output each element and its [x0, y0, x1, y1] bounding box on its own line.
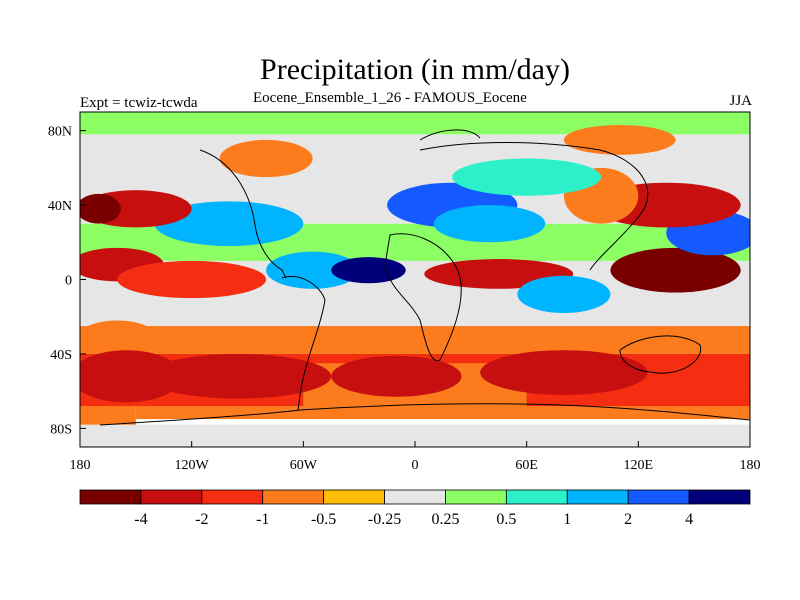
- colorbar-label: -4: [134, 511, 147, 528]
- lon-tick-label: 180: [740, 458, 761, 473]
- colorbar-label: -1: [256, 511, 269, 528]
- north-america-coast: [199, 149, 287, 279]
- colorbar-swatch: [688, 489, 751, 505]
- colorbar: -4 -2 -1 -0.5 -0.25 0.25 0.5 1 2 4: [79, 489, 751, 528]
- colorbar-swatch: [323, 489, 385, 505]
- field-anomaly: [80, 350, 183, 403]
- colorbar-label: 0.5: [496, 511, 516, 528]
- latitude-axis: 80N 40N 0 40S 80S: [48, 125, 86, 437]
- field-anomaly: [117, 260, 267, 299]
- lon-tick-label: 120W: [175, 458, 210, 473]
- lon-tick-label: 0: [412, 458, 419, 473]
- lat-tick-label: 80N: [48, 125, 72, 140]
- colorbar-swatch: [627, 489, 690, 505]
- colorbar-label: -0.25: [368, 511, 401, 528]
- experiment-label: Expt = tcwiz-tcwda: [80, 95, 198, 111]
- field-anomaly: [80, 193, 121, 224]
- field-band: [80, 112, 750, 135]
- field-anomaly: [517, 275, 611, 313]
- colorbar-label: 1: [563, 511, 571, 528]
- lon-tick-label: 60E: [515, 458, 538, 473]
- colorbar-label: -2: [195, 511, 208, 528]
- field-band: [80, 326, 750, 354]
- field-anomaly: [656, 359, 750, 405]
- field-anomaly: [433, 205, 546, 243]
- lat-tick-label: 0: [65, 274, 72, 289]
- field-anomaly: [452, 158, 602, 196]
- colorbar-swatch: [566, 489, 629, 505]
- greenland-coast: [419, 129, 481, 141]
- lon-tick-label: 120E: [624, 458, 654, 473]
- colorbar-swatch: [79, 489, 142, 505]
- eurasia-coast: [419, 142, 649, 271]
- field-anomaly: [331, 355, 462, 397]
- colorbar-label: 2: [624, 511, 632, 528]
- field-anomaly: [154, 201, 304, 247]
- precip-field: [80, 112, 750, 447]
- colorbar-swatch: [384, 489, 446, 505]
- field-anomaly: [480, 350, 648, 395]
- field-band: [80, 424, 750, 447]
- field-anomaly: [610, 247, 741, 293]
- africa-coast: [384, 233, 462, 362]
- lon-tick-label: 180: [70, 458, 91, 473]
- lat-tick-label: 40S: [50, 348, 72, 363]
- colorbar-swatch: [262, 489, 325, 505]
- coastlines: [99, 129, 750, 426]
- map-panel: [79, 111, 751, 448]
- colorbar-swatch: [201, 489, 264, 505]
- colorbar-label: 4: [685, 511, 693, 528]
- page-title: Precipitation (in mm/day): [260, 53, 570, 86]
- field-anomaly: [219, 139, 313, 178]
- field-anomaly: [145, 353, 332, 399]
- field-anomaly: [331, 257, 406, 284]
- field-anomaly: [266, 251, 360, 289]
- south-america-coast: [281, 276, 326, 411]
- season-label: JJA: [729, 93, 752, 109]
- longitude-axis: 180 120W 60W 0 60E 120E 180: [70, 441, 761, 473]
- antarctica-coast: [99, 403, 750, 426]
- lat-tick-label: 80S: [50, 422, 72, 437]
- colorbar-swatch: [445, 489, 507, 505]
- lon-tick-label: 60W: [290, 458, 318, 473]
- colorbar-label: 0.25: [431, 511, 459, 528]
- field-anomaly: [80, 320, 155, 351]
- colorbar-swatch: [505, 489, 568, 505]
- colorbar-swatch: [140, 489, 203, 505]
- lat-tick-label: 40N: [48, 199, 72, 214]
- australia-coast: [619, 335, 702, 374]
- colorbar-label: -0.5: [311, 511, 336, 528]
- subtitle: Eocene_Ensemble_1_26 - FAMOUS_Eocene: [253, 90, 527, 106]
- field-anomaly: [563, 125, 676, 155]
